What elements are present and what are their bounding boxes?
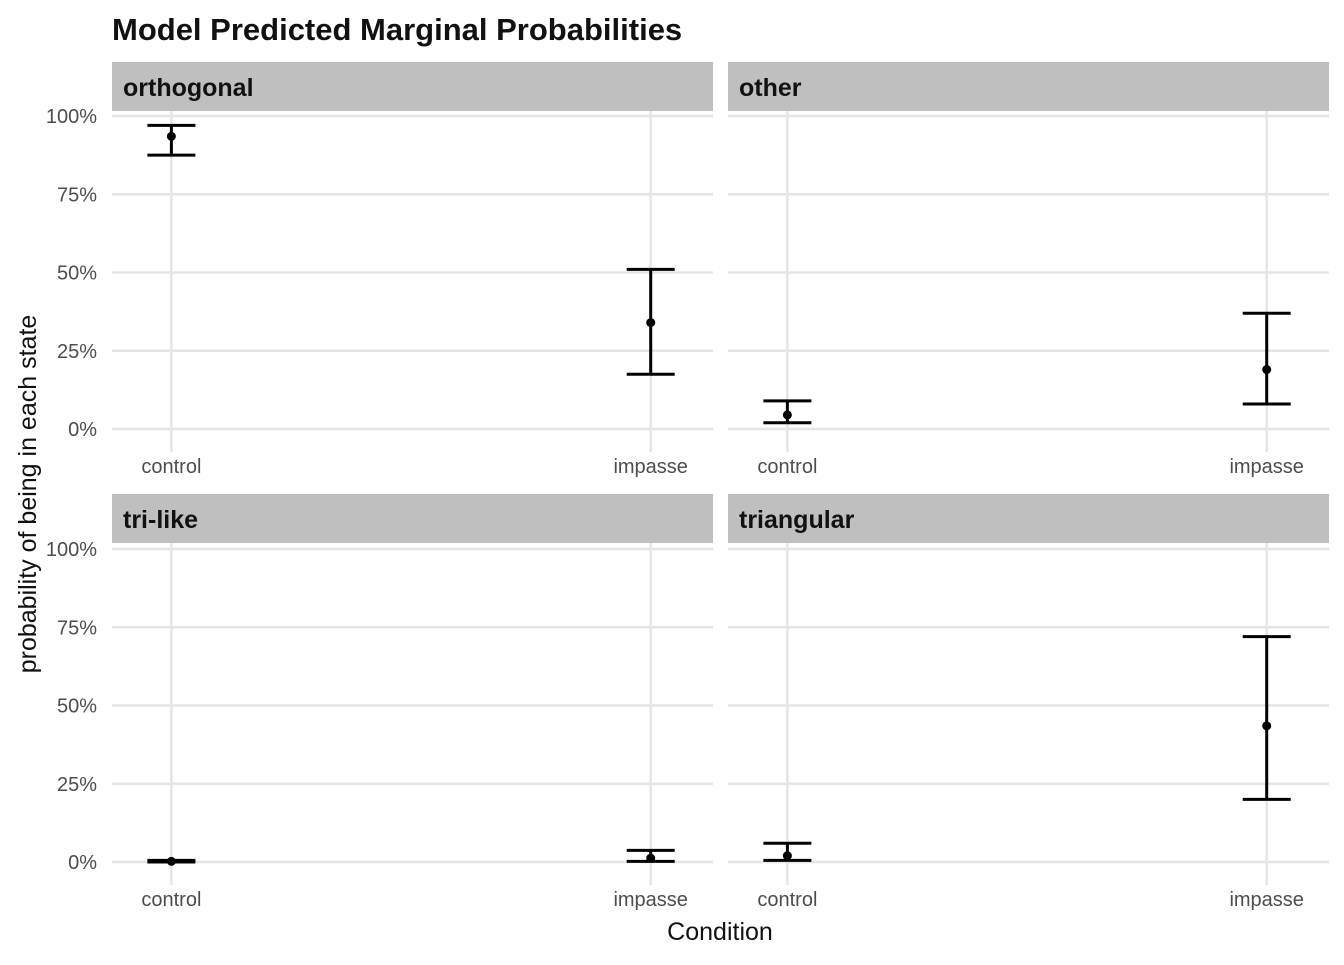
estimate-point (646, 318, 656, 328)
estimate-point (782, 851, 792, 861)
estimate-point (166, 856, 176, 866)
errorbar-triangular-impasse (1242, 635, 1291, 801)
y-tick-label: 0% (68, 852, 97, 874)
y-tick-label: 100% (46, 539, 97, 561)
y-tick-label: 50% (57, 696, 97, 718)
estimate-point (782, 410, 792, 420)
x-tick-label: control (141, 456, 201, 478)
errorbar-tri-like-impasse (626, 848, 675, 863)
y-tick-label: 50% (57, 263, 97, 285)
y-tick-label: 100% (46, 106, 97, 128)
errorbar-other-impasse (1242, 311, 1291, 406)
strip-orthogonal (112, 62, 713, 111)
x-tick-label: impasse (1229, 889, 1303, 911)
errorbar-orthogonal-impasse (626, 267, 675, 376)
y-tick-label: 0% (68, 419, 97, 441)
strip-label-triangular: triangular (739, 506, 855, 534)
y-tick-label: 75% (57, 617, 97, 639)
x-tick-label: impasse (613, 889, 687, 911)
x-axis-title: Condition (667, 918, 773, 946)
chart-title: Model Predicted Marginal Probabilities (112, 12, 682, 47)
panel-tri-like: tri-like 0% 25% 50% 75% 100% control impasse (46, 494, 713, 911)
y-axis-title: probability of being in each state (14, 315, 42, 674)
estimate-point (1262, 365, 1272, 375)
errorbar-other-control (763, 399, 812, 425)
x-tick-label: impasse (1229, 456, 1303, 478)
panel-other: other control impasse (728, 62, 1329, 478)
estimate-point (166, 131, 176, 141)
panel-triangular: triangular control impasse (728, 494, 1329, 911)
errorbar-orthogonal-control (147, 123, 196, 157)
x-tick-label: impasse (613, 456, 687, 478)
y-tick-label: 75% (57, 184, 97, 206)
strip-other (728, 62, 1329, 111)
strip-tri-like (112, 494, 713, 543)
errorbar-tri-like-control (147, 856, 196, 866)
x-tick-label: control (757, 889, 817, 911)
strip-label-other: other (739, 74, 802, 102)
estimate-point (646, 853, 656, 863)
y-tick-label: 25% (57, 774, 97, 796)
estimate-point (1262, 721, 1272, 731)
y-tick-label: 25% (57, 341, 97, 363)
x-tick-label: control (141, 889, 201, 911)
strip-triangular (728, 494, 1329, 543)
x-tick-label: control (757, 456, 817, 478)
panel-orthogonal: orthogonal 0% 25% 50% 75% 100% control impasse (46, 62, 713, 478)
strip-label-tri-like: tri-like (123, 506, 198, 534)
strip-label-orthogonal: orthogonal (123, 74, 254, 102)
errorbar-triangular-control (763, 841, 812, 862)
